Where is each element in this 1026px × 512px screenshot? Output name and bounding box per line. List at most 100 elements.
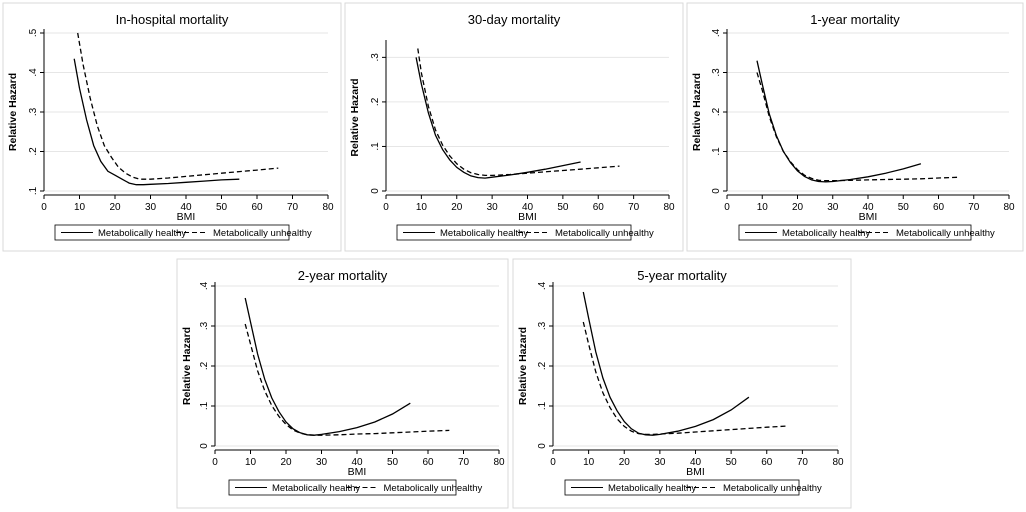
x-axis-label: BMI xyxy=(518,211,537,223)
chart-title: 30-day mortality xyxy=(468,12,561,27)
series-line-metabolically-unhealthy xyxy=(756,72,960,182)
legend xyxy=(54,224,290,241)
x-tick-label: 0 xyxy=(212,457,218,468)
y-tick-label: 0 xyxy=(370,188,381,194)
y-tick-label: .4 xyxy=(199,281,210,290)
x-tick-label: 20 xyxy=(619,457,631,468)
x-tick-label: 60 xyxy=(593,202,605,213)
x-tick-label: 40 xyxy=(862,202,874,213)
x-tick-label: 30 xyxy=(145,202,157,213)
chart-title: 2-year mortality xyxy=(298,268,388,283)
y-tick-label: .2 xyxy=(537,361,548,370)
series-line-metabolically-healthy xyxy=(244,297,411,436)
y-tick-label: .4 xyxy=(28,68,39,77)
x-tick-label: 40 xyxy=(180,202,192,213)
legend-label: Metabolically unhealthy xyxy=(555,228,654,239)
x-tick-label: 50 xyxy=(216,202,228,213)
x-tick-label: 80 xyxy=(663,202,675,213)
y-tick-label: .2 xyxy=(370,97,381,106)
y-tick-label: .4 xyxy=(711,28,722,37)
x-tick-label: 10 xyxy=(416,202,428,213)
y-tick-label: .3 xyxy=(199,321,210,330)
series-line-metabolically-unhealthy xyxy=(244,323,450,436)
y-tick-label: .2 xyxy=(711,107,722,116)
legend-label: Metabolically healthy xyxy=(272,483,360,494)
chart-panel-2: 30-day mortality 0 .1 .2 .3 0 10 20 30 40 50 60 70 80… xyxy=(344,2,684,252)
series-line-metabolically-unhealthy xyxy=(582,321,789,436)
x-axis-label: BMI xyxy=(177,211,196,223)
y-tick-label: .5 xyxy=(28,28,39,37)
x-tick-label: 0 xyxy=(41,202,47,213)
x-tick-label: 80 xyxy=(322,202,334,213)
x-tick-label: 80 xyxy=(493,457,505,468)
x-axis-label: BMI xyxy=(348,466,367,478)
x-tick-label: 30 xyxy=(316,457,328,468)
x-tick-label: 60 xyxy=(761,457,773,468)
y-tick-label: .2 xyxy=(199,361,210,370)
x-tick-label: 30 xyxy=(487,202,499,213)
legend-label: Metabolically unhealthy xyxy=(723,483,822,494)
y-tick-label: .2 xyxy=(28,147,39,156)
y-axis-label: Relative Hazard xyxy=(517,327,529,405)
y-tick-label: 0 xyxy=(711,188,722,194)
y-axis-label: Relative Hazard xyxy=(181,327,193,405)
y-axis-label: Relative Hazard xyxy=(349,78,361,156)
x-tick-label: 40 xyxy=(522,202,534,213)
legend-label: Metabolically healthy xyxy=(782,228,870,239)
panel-frame xyxy=(686,2,1024,252)
x-tick-label: 70 xyxy=(628,202,640,213)
y-tick-label: .4 xyxy=(537,281,548,290)
legend-label: Metabolically unhealthy xyxy=(896,228,995,239)
y-tick-label: .3 xyxy=(28,107,39,116)
series-line-metabolically-healthy xyxy=(73,58,240,186)
y-axis-label: Relative Hazard xyxy=(7,73,19,151)
x-tick-label: 10 xyxy=(74,202,86,213)
y-tick-label: .1 xyxy=(537,401,548,410)
y-tick-label: .3 xyxy=(711,68,722,77)
legend xyxy=(564,479,800,496)
legend-label: Metabolically unhealthy xyxy=(384,483,483,494)
x-tick-label: 80 xyxy=(1003,202,1015,213)
series-line-metabolically-healthy xyxy=(415,57,581,179)
x-tick-label: 70 xyxy=(458,457,470,468)
x-tick-label: 70 xyxy=(287,202,299,213)
x-tick-label: 40 xyxy=(351,457,363,468)
y-axis-label: Relative Hazard xyxy=(691,73,703,151)
x-tick-label: 60 xyxy=(422,457,434,468)
panel-frame xyxy=(344,2,684,252)
x-tick-label: 20 xyxy=(451,202,463,213)
chart-panel-5: 5-year mortality 0 .1 .2 .3 .4 0 10 20 30 40 50 60 70… xyxy=(512,258,852,509)
x-tick-label: 20 xyxy=(792,202,804,213)
legend-label: Metabolically healthy xyxy=(608,483,696,494)
legend-label: Metabolically healthy xyxy=(98,228,186,239)
x-tick-label: 70 xyxy=(797,457,809,468)
x-tick-label: 70 xyxy=(968,202,980,213)
chart-panel-1: In-hospital mortality .1 .2 .3 .4 .5 0 10 20 30 40… xyxy=(2,2,342,252)
x-tick-label: 10 xyxy=(245,457,257,468)
panel-frame xyxy=(512,258,852,509)
y-tick-label: 0 xyxy=(537,443,548,449)
legend xyxy=(738,224,972,241)
x-tick-label: 30 xyxy=(654,457,666,468)
legend-label: Metabolically unhealthy xyxy=(213,228,312,239)
panel-frame xyxy=(176,258,509,509)
x-axis-label: BMI xyxy=(859,211,878,223)
series-line-metabolically-unhealthy xyxy=(417,48,620,177)
x-tick-label: 0 xyxy=(550,457,556,468)
x-tick-label: 60 xyxy=(933,202,945,213)
x-tick-label: 30 xyxy=(827,202,839,213)
y-tick-label: .1 xyxy=(711,147,722,156)
y-tick-label: .1 xyxy=(370,142,381,151)
x-tick-label: 50 xyxy=(898,202,910,213)
x-tick-label: 80 xyxy=(832,457,844,468)
x-tick-label: 0 xyxy=(383,202,389,213)
legend xyxy=(228,479,457,496)
series-line-metabolically-unhealthy xyxy=(77,32,279,180)
x-tick-label: 60 xyxy=(251,202,263,213)
x-tick-label: 50 xyxy=(387,457,399,468)
x-tick-label: 40 xyxy=(690,457,702,468)
x-axis-label: BMI xyxy=(686,466,705,478)
legend xyxy=(396,224,632,241)
x-tick-label: 50 xyxy=(557,202,569,213)
